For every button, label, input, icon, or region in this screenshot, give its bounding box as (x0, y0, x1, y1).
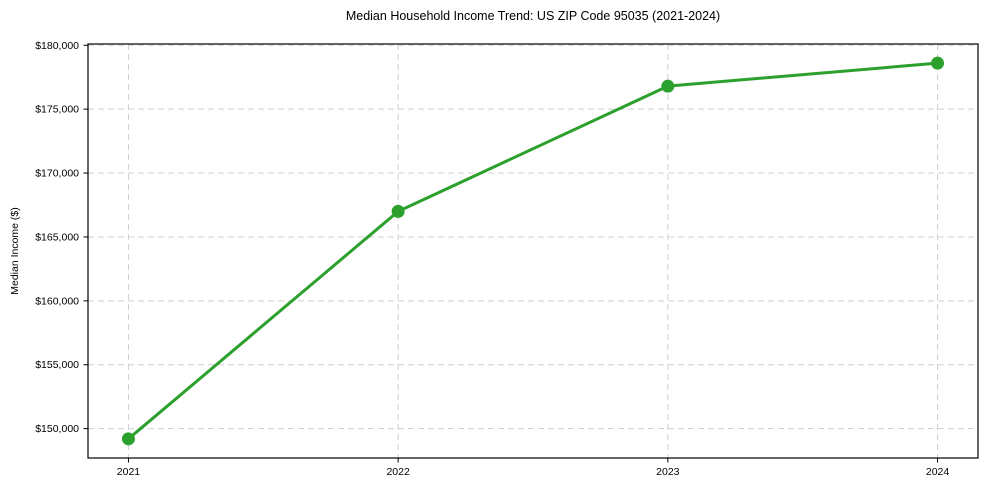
y-axis-tick-label: $180,000 (35, 40, 79, 52)
data-point-2021 (121, 432, 135, 446)
data-line (126, 61, 940, 441)
chart-title: Median Household Income Trend: US ZIP Co… (345, 9, 721, 23)
data-point-2024 (931, 56, 945, 70)
plot-border (87, 43, 979, 459)
y-axis-tick-label: $150,000 (35, 423, 79, 435)
x-axis-tick-label: 2023 (656, 466, 680, 478)
y-axis-tick-label: $175,000 (35, 104, 79, 116)
x-axis-tick-label: 2022 (386, 466, 410, 478)
y-axis-tick-label: $170,000 (35, 168, 79, 180)
y-axis-title: Median Income ($) (9, 207, 21, 295)
data-point-2023 (661, 79, 675, 93)
x-axis-tick-label: 2024 (926, 466, 950, 478)
x-axis-tick-label: 2021 (117, 466, 141, 478)
y-axis-tick-label: $165,000 (35, 231, 79, 243)
y-axis-tick-label: $155,000 (35, 359, 79, 371)
data-point-2022 (391, 204, 405, 218)
y-axis-tick-label: $160,000 (35, 295, 79, 307)
